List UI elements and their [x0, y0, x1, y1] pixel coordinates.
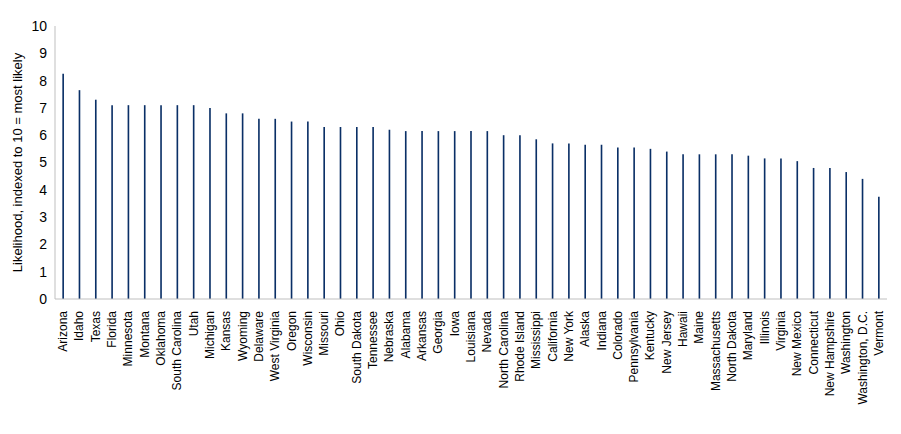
svg-text:Colorado: Colorado: [611, 311, 625, 360]
svg-text:South Dakota: South Dakota: [350, 311, 364, 384]
svg-text:Maryland: Maryland: [741, 311, 755, 360]
svg-text:Washington, D.C.: Washington, D.C.: [856, 311, 870, 405]
svg-text:Washington: Washington: [839, 311, 853, 374]
svg-text:Nebraska: Nebraska: [382, 311, 396, 363]
svg-text:Wisconsin: Wisconsin: [301, 311, 315, 366]
svg-text:New Mexico: New Mexico: [790, 311, 804, 377]
svg-text:Oklahoma: Oklahoma: [154, 311, 168, 366]
svg-text:Maine: Maine: [692, 311, 706, 344]
svg-text:Texas: Texas: [89, 311, 103, 342]
svg-text:Arkansas: Arkansas: [415, 311, 429, 361]
svg-text:4: 4: [39, 182, 47, 198]
svg-text:Delaware: Delaware: [252, 311, 266, 362]
svg-text:Kentucky: Kentucky: [643, 311, 657, 360]
svg-text:Mississippi: Mississippi: [529, 311, 543, 369]
svg-text:Alaska: Alaska: [578, 311, 592, 347]
svg-text:9: 9: [39, 45, 47, 61]
svg-text:Michigan: Michigan: [203, 311, 217, 359]
svg-text:Ohio: Ohio: [333, 311, 347, 337]
svg-text:North Dakota: North Dakota: [725, 311, 739, 382]
svg-text:California: California: [546, 311, 560, 362]
svg-text:2: 2: [39, 236, 47, 252]
svg-text:1: 1: [39, 264, 47, 280]
svg-text:Montana: Montana: [138, 311, 152, 358]
svg-text:Georgia: Georgia: [431, 311, 445, 354]
svg-text:Louisiana: Louisiana: [464, 311, 478, 363]
svg-text:Connecticut: Connecticut: [807, 310, 821, 374]
svg-text:6: 6: [39, 127, 47, 143]
svg-text:10: 10: [31, 18, 47, 34]
svg-text:Illinois: Illinois: [758, 311, 772, 344]
svg-text:Alabama: Alabama: [399, 311, 413, 359]
svg-text:New Jersey: New Jersey: [660, 311, 674, 374]
svg-text:Iowa: Iowa: [448, 311, 462, 337]
svg-text:New Hampshire: New Hampshire: [823, 311, 837, 397]
svg-text:Missouri: Missouri: [317, 311, 331, 356]
svg-text:7: 7: [39, 100, 47, 116]
svg-text:Wyoming: Wyoming: [236, 311, 250, 361]
svg-text:8: 8: [39, 73, 47, 89]
svg-text:North Carolina: North Carolina: [497, 311, 511, 389]
svg-text:Tennessee: Tennessee: [366, 311, 380, 369]
svg-text:South Carolina: South Carolina: [170, 311, 184, 391]
svg-text:Vermont: Vermont: [872, 310, 886, 355]
svg-text:Utah: Utah: [187, 311, 201, 336]
svg-text:3: 3: [39, 209, 47, 225]
svg-text:New York: New York: [562, 310, 576, 362]
svg-text:West Virginia: West Virginia: [268, 311, 282, 382]
svg-text:Virginia: Virginia: [774, 311, 788, 351]
svg-text:Oregon: Oregon: [285, 311, 299, 351]
svg-text:Florida: Florida: [105, 311, 119, 348]
svg-text:Indiana: Indiana: [595, 311, 609, 351]
svg-text:Pennsylvania: Pennsylvania: [627, 311, 641, 383]
svg-text:Idaho: Idaho: [72, 311, 86, 341]
svg-text:Minnesota: Minnesota: [121, 311, 135, 367]
svg-text:Massachusetts: Massachusetts: [709, 311, 723, 391]
svg-text:5: 5: [39, 154, 47, 170]
svg-text:Arizona: Arizona: [56, 311, 70, 352]
svg-text:Kansas: Kansas: [219, 311, 233, 351]
svg-text:Nevada: Nevada: [480, 311, 494, 353]
svg-text:0: 0: [39, 291, 47, 307]
svg-text:Likelihood, indexed to 10 = mo: Likelihood, indexed to 10 = most likely: [10, 52, 25, 272]
svg-text:Rhode Island: Rhode Island: [513, 311, 527, 382]
svg-text:Hawaii: Hawaii: [676, 311, 690, 347]
